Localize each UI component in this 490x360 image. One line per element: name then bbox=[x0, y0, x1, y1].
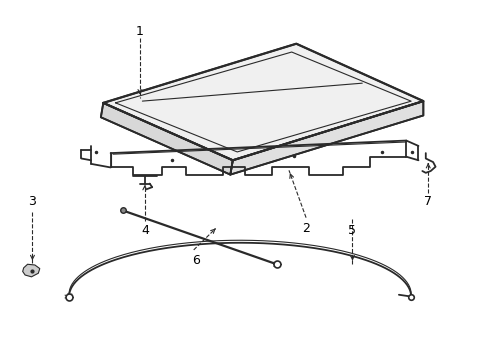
Text: 4: 4 bbox=[141, 224, 149, 237]
Polygon shape bbox=[230, 101, 423, 175]
Text: 1: 1 bbox=[136, 25, 144, 38]
Polygon shape bbox=[23, 264, 40, 277]
Text: 7: 7 bbox=[424, 195, 432, 208]
Polygon shape bbox=[101, 103, 233, 175]
Text: 2: 2 bbox=[302, 222, 310, 235]
Text: 6: 6 bbox=[192, 254, 200, 267]
Polygon shape bbox=[103, 44, 423, 160]
Text: 5: 5 bbox=[348, 224, 357, 237]
Text: 3: 3 bbox=[28, 195, 36, 208]
